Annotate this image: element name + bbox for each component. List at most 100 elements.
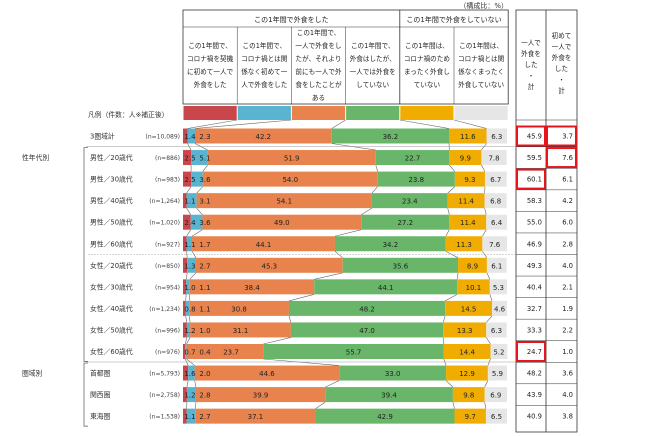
group-bracket [83,362,88,427]
bar-segment [183,257,188,273]
connector-line [452,402,455,409]
bar-segment [443,322,487,338]
bar-segment [196,193,372,209]
series-header-text: この1年間で、 [243,41,287,50]
bar-segment [263,344,444,359]
bar-value-label: 27.2 [397,219,413,227]
bar-value-label: 1.1 [184,241,195,249]
unit-note: （構成比：%） [459,1,508,10]
bar-segment [489,279,507,295]
bar-segment [331,128,450,144]
bar-value-label: 33.0 [385,370,401,378]
connector-line [486,337,491,345]
row-sample-size: (n=5,793) [149,371,180,378]
bar-segment [185,300,190,316]
connector-line [196,207,203,215]
total-first-time: 7.6 [562,154,573,162]
bar-segment [183,128,188,144]
bar-value-label: 2.5 [184,176,195,184]
summary-header-text: 外食を [552,53,572,62]
header-group-label: この1年間で外食をした [254,15,328,24]
bar-value-label: 14.5 [461,305,477,313]
series-header-text: コロナ禍とは関 [241,54,288,63]
connector-line [484,208,487,215]
connector-line [186,380,189,388]
bar-value-label: 11.3 [456,241,472,249]
bar-value-label: 23.4 [402,198,418,206]
row-label: 女性／50歳代 [90,325,133,334]
connector-line [263,337,291,345]
bar-segment [183,279,187,295]
row-label: 3圏域計 [90,132,115,141]
bar-value-label: 2.7 [199,413,210,421]
legend-swatch-1 [183,106,237,120]
bar-segment [183,300,186,316]
series-header-text: コロナ禍を契機 [187,54,234,63]
series-header-text: この1年間で、 [297,28,341,37]
bar-value-label: 30.8 [231,305,247,313]
bar-value-label: 54.0 [282,176,298,184]
bar-value-label: 6.9 [490,392,501,400]
series-header-text: 係なく初めて一 [241,67,288,76]
bar-segment [486,257,507,273]
connector-line [315,401,326,409]
row-sample-size: (n=1,538) [149,414,180,421]
bar-value-label: 44.1 [378,284,394,292]
bar-segment [449,128,487,144]
total-first-time: 6.0 [562,219,573,227]
bar-segment [325,387,453,403]
bar-segment [186,387,196,403]
summary-header-text: ・ [558,76,565,84]
bar-segment [361,214,450,230]
group-label: 圏域別 [22,369,43,378]
bar-value-label: 9.7 [465,413,476,421]
total-one-person: 40.4 [527,283,542,291]
highlight-box [516,168,546,190]
legend-swatch-3 [291,106,346,120]
bar-value-label: 37.1 [248,413,264,421]
highlight-box [546,125,577,147]
total-one-person: 45.9 [527,133,542,141]
bar-value-label: 6.4 [491,219,503,227]
bar-segment [183,150,192,166]
connector-line [194,119,292,129]
bar-segment [446,365,488,381]
connector-line [445,380,454,388]
series-header-text: していない [356,81,389,89]
bar-value-label: 6.3 [491,327,502,335]
row-label: 東海圏 [90,412,111,421]
bar-value-label: 1.1 [184,413,195,421]
connector-line [399,119,450,129]
bar-segment [195,408,316,424]
row-label: 女性／40歳代 [90,304,133,313]
total-one-person: 33.3 [527,326,542,334]
bar-value-label: 0.8 [184,305,195,313]
bar-value-label: 49.0 [274,219,290,227]
bar-segment [183,171,192,187]
bar-value-label: 9.3 [464,176,475,184]
bar-segment [454,171,485,187]
bar-segment [194,365,340,381]
bar-segment [484,171,507,187]
bar-value-label: 9.9 [460,155,471,163]
bar-value-label: 6.7 [490,176,501,184]
bar-segment [490,344,508,359]
bar-segment [339,365,447,381]
bar-segment [183,408,187,424]
bar-segment [492,300,507,316]
series-header-text: コロナ禍のため [404,54,450,63]
legend-swatch-6 [454,106,508,120]
total-one-person: 48.2 [527,370,542,378]
highlight-box [546,147,577,169]
bar-segment [482,236,507,252]
bar-segment [445,236,483,252]
bar-segment [481,150,507,166]
total-one-person: 59.5 [527,154,542,162]
bar-value-label: 0.4 [199,349,211,357]
bar-value-label: 35.6 [393,262,409,270]
bar-value-label: 11.6 [460,133,476,141]
bar-value-label: 5.1 [199,155,210,163]
total-one-person: 32.7 [527,305,542,313]
bar-segment [183,193,187,209]
